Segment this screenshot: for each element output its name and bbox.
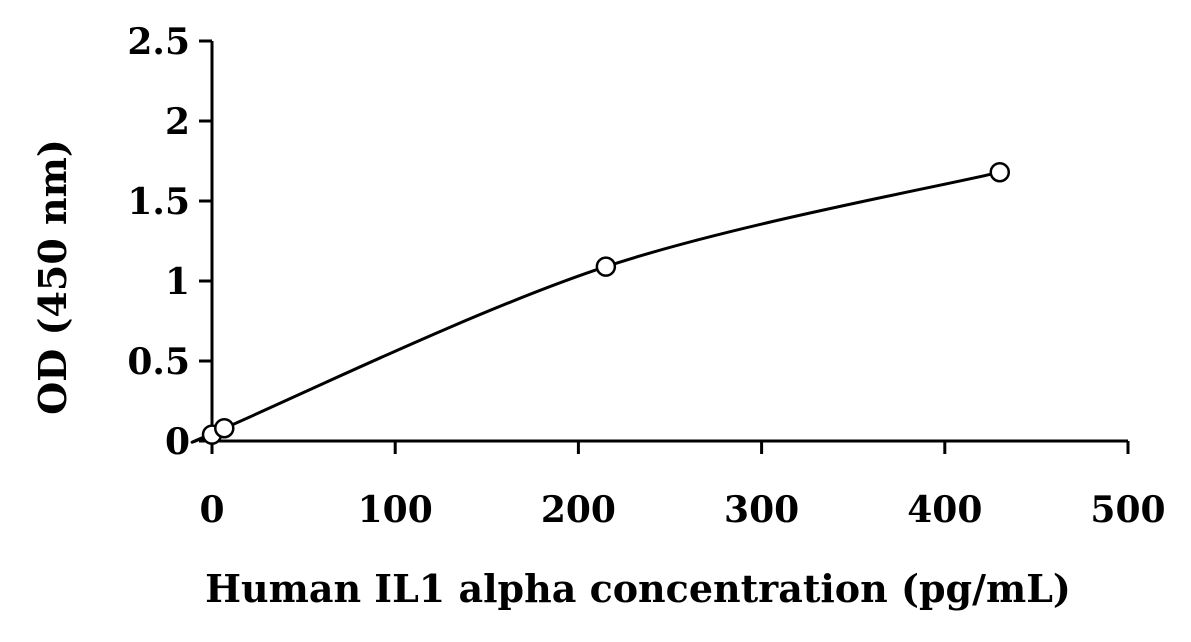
- y-tick-label: 1.5: [127, 181, 190, 223]
- x-tick-label: 200: [541, 489, 616, 531]
- y-tick-label: 0.5: [127, 341, 190, 383]
- x-tick-label: 500: [1090, 489, 1165, 531]
- y-tick-label: 0: [165, 421, 190, 463]
- data-points: [201, 161, 1011, 445]
- x-tick-label: 300: [724, 489, 799, 531]
- x-tick-label: 400: [907, 489, 982, 531]
- y-tick-label: 2.5: [127, 21, 190, 63]
- axes: [210, 41, 1128, 443]
- fit-curve-layer: [190, 170, 1001, 444]
- data-point: [214, 417, 235, 439]
- y-tick-label: 2: [165, 101, 190, 143]
- x-tick-label: 0: [199, 489, 224, 531]
- fit-curve: [190, 170, 1001, 444]
- x-ticks: 0 100 200 300 400 500: [199, 441, 1166, 531]
- y-axis-title: OD (450 nm): [30, 139, 75, 415]
- x-tick-label: 100: [358, 489, 433, 531]
- y-ticks: 0 0.5 1 1.5 2 2.5: [127, 21, 212, 463]
- data-point: [595, 256, 617, 277]
- x-axis-title: Human IL1 alpha concentration (pg/mL): [205, 566, 1071, 611]
- data-point: [989, 161, 1011, 183]
- y-tick-label: 1: [165, 261, 190, 303]
